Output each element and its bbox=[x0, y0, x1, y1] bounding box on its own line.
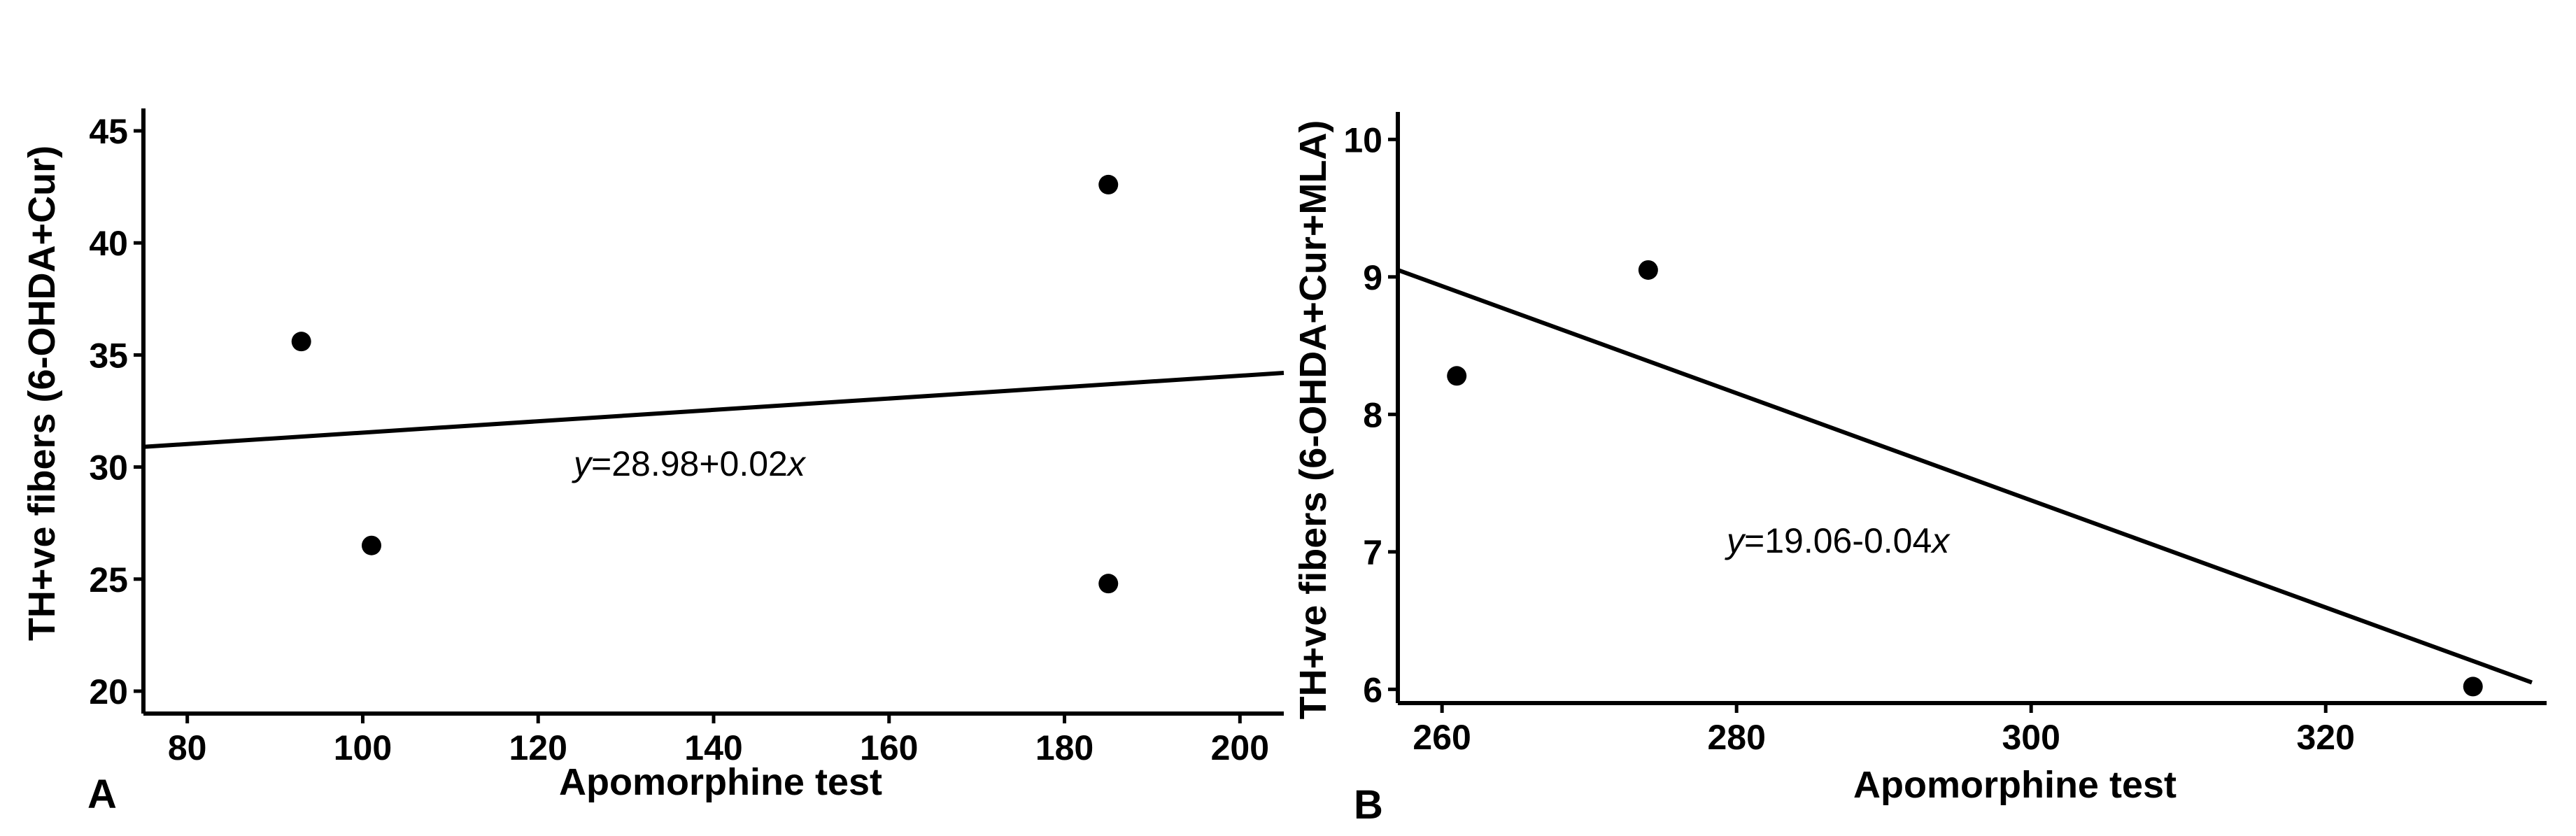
panel-b: B Apomorphine test TH+ve fibers (6-OHDA+… bbox=[1292, 112, 2547, 828]
panel-a-data-point-1 bbox=[291, 332, 311, 352]
panel-b-equation-y: y bbox=[1725, 521, 1746, 560]
panel-a-x-tick-label: 180 bbox=[1035, 728, 1094, 767]
panel-a-y-tick-label: 35 bbox=[89, 336, 128, 375]
panel-b-y-tick-label: 8 bbox=[1363, 395, 1382, 434]
panel-a-x-tick-label: 120 bbox=[509, 728, 567, 767]
panel-b-x-tick-label: 260 bbox=[1413, 718, 1471, 757]
panel-b-regression-line bbox=[1396, 268, 2533, 685]
panel-b-equation: y=19.06-0.04x bbox=[1725, 521, 1951, 560]
panel-a-y-tick-label: 20 bbox=[89, 672, 128, 711]
panel-a-y-tick-label: 45 bbox=[89, 112, 128, 151]
panel-a-regression-line bbox=[143, 371, 1285, 449]
panel-b-data-point-3 bbox=[2463, 676, 2483, 697]
panel-a-y-tick-label: 40 bbox=[89, 224, 128, 263]
panel-b-y-tick-label: 9 bbox=[1363, 258, 1382, 297]
panel-a-x-tick-label: 200 bbox=[1211, 728, 1269, 767]
panel-a-x-tick-label: 160 bbox=[860, 728, 918, 767]
panel-a-x-tick-label: 80 bbox=[168, 728, 207, 767]
panel-a-x-tick-label: 100 bbox=[334, 728, 392, 767]
panel-a-x-tick-label: 140 bbox=[684, 728, 742, 767]
panel-a-equation-x: x bbox=[786, 444, 807, 483]
panel-a-y-axis-title: TH+ve fibers (6-OHDA+Cur) bbox=[21, 146, 63, 641]
panel-b-data-point-2 bbox=[1638, 260, 1658, 280]
panel-a-data-point-4 bbox=[1098, 574, 1119, 594]
panel-b-x-axis-title: Apomorphine test bbox=[1853, 764, 2177, 806]
panel-a-data-point-3 bbox=[1098, 174, 1119, 194]
panel-a-y-tick-label: 30 bbox=[89, 448, 128, 488]
panel-b-equation-body: =19.06-0.04 bbox=[1744, 521, 1932, 560]
panel-a-x-axis-title: Apomorphine test bbox=[559, 761, 882, 803]
panel-b-x-tick-label: 300 bbox=[2002, 718, 2060, 757]
panel-b-data-point-1 bbox=[1447, 366, 1467, 386]
panel-a-equation-y: y bbox=[572, 444, 593, 483]
panel-b-equation-x: x bbox=[1930, 521, 1951, 560]
panel-a-y-tick-label: 25 bbox=[89, 560, 128, 600]
panel-a-letter: A bbox=[87, 772, 117, 817]
panel-b-letter: B bbox=[1354, 782, 1383, 828]
panel-a-data-point-2 bbox=[362, 535, 381, 555]
panel-b-y-tick-label: 7 bbox=[1363, 533, 1382, 572]
panel-b-y-tick-label: 10 bbox=[1343, 120, 1382, 160]
panel-a: A Apomorphine test TH+ve fibers (6-OHDA+… bbox=[21, 108, 1285, 817]
panel-a-equation-body: =28.98+0.02 bbox=[591, 444, 788, 483]
panel-a-equation: y=28.98+0.02x bbox=[572, 444, 807, 483]
panel-b-x-tick-label: 280 bbox=[1707, 718, 1765, 757]
panel-b-y-axis-title: TH+ve fibers (6-OHDA+Cur+MLA) bbox=[1292, 120, 1334, 720]
panel-b-y-tick-label: 6 bbox=[1363, 670, 1382, 709]
panel-b-x-tick-label: 320 bbox=[2297, 718, 2355, 757]
